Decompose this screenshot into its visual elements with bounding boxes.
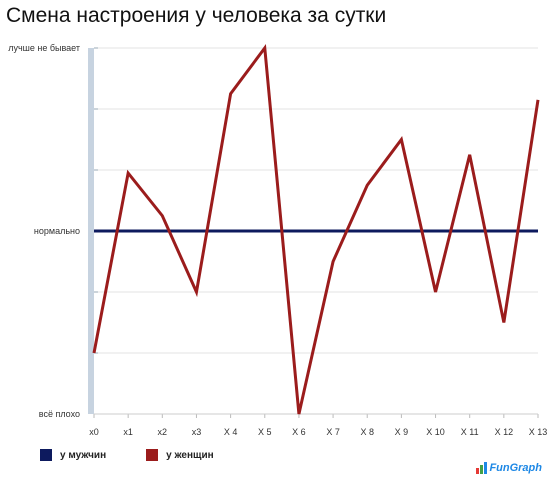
logo-bars-icon — [476, 462, 488, 474]
x-tick-label: X 4 — [224, 427, 238, 437]
x-tick-label: X 11 — [461, 427, 479, 437]
x-tick-label: X 9 — [395, 427, 409, 437]
chart-title: Смена настроения у человека за сутки — [6, 4, 387, 27]
legend-label-women: у женщин — [166, 449, 214, 461]
legend-swatch-men — [40, 449, 52, 461]
x-tick-labels: x0 x1 x2 x3 X 4 X 5 X 6 X 7 X 8 X 9 X 10 X 11 X 12 X … — [89, 427, 547, 437]
legend-item-women[interactable]: у женщин — [146, 449, 214, 461]
logo-text: FunGraph — [489, 462, 542, 474]
x-tick-label: x3 — [192, 427, 202, 437]
fungraph-logo: FunGraph — [476, 462, 542, 474]
x-tick-label: x0 — [89, 427, 99, 437]
x-tick-label: X 13 — [529, 427, 548, 437]
y-tick-label: нормально — [34, 226, 80, 236]
x-tick-label: X 8 — [360, 427, 374, 437]
x-tick-label: x2 — [158, 427, 168, 437]
legend: у мужчин у женщин — [40, 449, 214, 461]
series-lines — [92, 43, 540, 415]
y-tick-labels: всё плохо нормально лучше не бывает — [8, 43, 80, 419]
legend-item-men[interactable]: у мужчин — [40, 449, 106, 461]
x-tick-label: X 7 — [326, 427, 340, 437]
grid-lines — [93, 47, 539, 418]
y-tick-label: лучше не бывает — [8, 43, 80, 53]
x-tick-label: X 12 — [495, 427, 514, 437]
x-tick-label: X 10 — [426, 427, 445, 437]
x-tick-label: x1 — [123, 427, 133, 437]
legend-swatch-women — [146, 449, 159, 461]
legend-label-men: у мужчин — [60, 449, 107, 461]
y-tick-label: всё плохо — [39, 409, 80, 419]
x-tick-label: X 6 — [292, 427, 306, 437]
series-line-1[interactable] — [92, 43, 540, 415]
x-tick-label: X 5 — [258, 427, 272, 437]
y-axis-bar — [88, 48, 94, 414]
